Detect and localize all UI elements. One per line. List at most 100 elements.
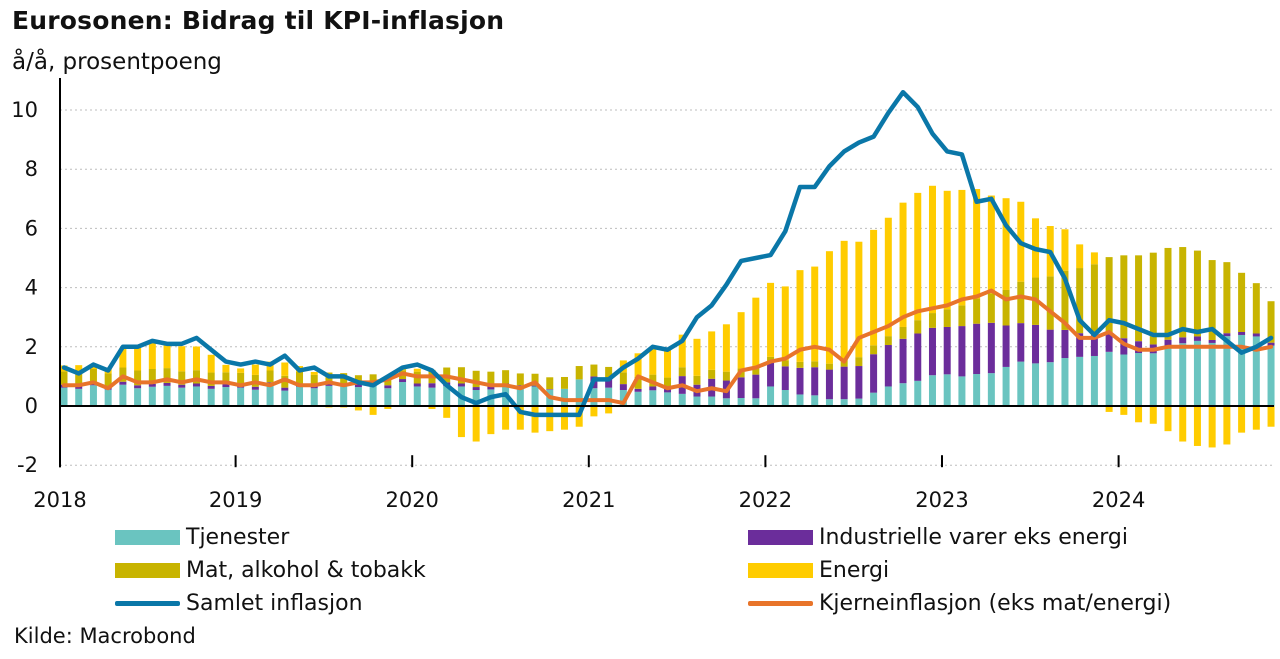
bar xyxy=(369,386,377,406)
x-tick-label: 2024 xyxy=(1092,488,1145,512)
bar xyxy=(75,388,83,406)
legend-item: Tjenester xyxy=(115,523,289,551)
bar xyxy=(1090,264,1098,336)
bar xyxy=(148,342,156,369)
bar xyxy=(222,372,230,385)
x-tick-label: 2018 xyxy=(33,488,86,512)
bar xyxy=(825,399,833,406)
bar xyxy=(354,387,362,406)
bar xyxy=(590,364,598,377)
bar xyxy=(1223,406,1231,445)
bar xyxy=(678,393,686,406)
bar xyxy=(1179,406,1187,442)
legend-label: Industrielle varer eks energi xyxy=(819,524,1128,550)
bar xyxy=(325,382,333,386)
legend-label: Energi xyxy=(819,557,890,583)
bar xyxy=(222,384,230,388)
bar xyxy=(1135,255,1143,342)
chart-title: Eurosonen: Bidrag til KPI-inflasjon xyxy=(12,6,505,35)
bar xyxy=(178,387,186,406)
legend-item: Kjerneinflasjon (eks mat/energi) xyxy=(748,589,1171,617)
bar xyxy=(678,334,686,368)
bar xyxy=(472,387,480,391)
bar xyxy=(1046,276,1054,330)
bar xyxy=(796,270,804,362)
bar xyxy=(399,382,407,406)
bar xyxy=(590,406,598,417)
bar xyxy=(237,368,245,373)
bar xyxy=(457,406,465,438)
bar xyxy=(178,346,186,372)
bar xyxy=(281,362,289,376)
bar xyxy=(708,369,716,379)
y-tick-label: 10 xyxy=(11,98,38,122)
bar xyxy=(487,406,495,435)
bar xyxy=(1164,345,1172,406)
bar xyxy=(1238,406,1246,433)
bar xyxy=(1164,339,1172,346)
bar xyxy=(1002,289,1010,326)
bar xyxy=(664,349,672,378)
bar xyxy=(192,346,200,371)
bar xyxy=(163,382,171,386)
bar xyxy=(134,346,142,371)
bar xyxy=(1223,262,1231,334)
legend-swatch xyxy=(115,529,180,545)
bar xyxy=(855,398,863,406)
bar xyxy=(1076,356,1084,406)
bar xyxy=(1267,406,1275,427)
bar xyxy=(340,386,348,406)
bar xyxy=(1179,343,1187,406)
bar xyxy=(192,383,200,387)
bar xyxy=(767,282,775,357)
bar xyxy=(443,406,451,418)
bar xyxy=(840,240,848,360)
bar xyxy=(1076,268,1084,334)
bar xyxy=(310,374,318,386)
bar xyxy=(796,394,804,406)
bar xyxy=(413,368,421,372)
bar xyxy=(1267,342,1275,346)
bar xyxy=(384,385,392,389)
bar xyxy=(722,398,730,406)
bar xyxy=(1105,351,1113,406)
bar xyxy=(163,368,171,383)
bar xyxy=(163,344,171,369)
bar xyxy=(1120,255,1128,339)
bar xyxy=(1267,345,1275,406)
bar xyxy=(546,377,554,390)
bar xyxy=(60,371,68,385)
bar xyxy=(987,373,995,406)
bar xyxy=(943,374,951,406)
bar xyxy=(75,365,83,373)
bar xyxy=(560,388,568,406)
bar xyxy=(708,331,716,370)
bar xyxy=(781,390,789,406)
bar xyxy=(914,380,922,406)
bar xyxy=(502,406,510,430)
bar xyxy=(354,375,362,385)
bar xyxy=(884,336,892,346)
bar xyxy=(737,312,745,369)
bar xyxy=(840,399,848,406)
bar xyxy=(75,385,83,389)
bar xyxy=(693,396,701,406)
bar xyxy=(870,392,878,406)
legend-swatch xyxy=(748,600,813,606)
bar xyxy=(767,386,775,406)
bar xyxy=(811,361,819,368)
series-line xyxy=(62,288,1274,406)
bar xyxy=(928,327,936,376)
bar xyxy=(399,379,407,383)
bar xyxy=(899,383,907,406)
bar xyxy=(634,353,642,377)
bar xyxy=(634,376,642,389)
bar xyxy=(855,357,863,367)
bar xyxy=(502,370,510,384)
bar xyxy=(1193,340,1201,406)
bar xyxy=(1193,336,1201,341)
bar xyxy=(634,391,642,406)
legend-label: Tjenester xyxy=(186,524,290,550)
bar xyxy=(811,367,819,396)
